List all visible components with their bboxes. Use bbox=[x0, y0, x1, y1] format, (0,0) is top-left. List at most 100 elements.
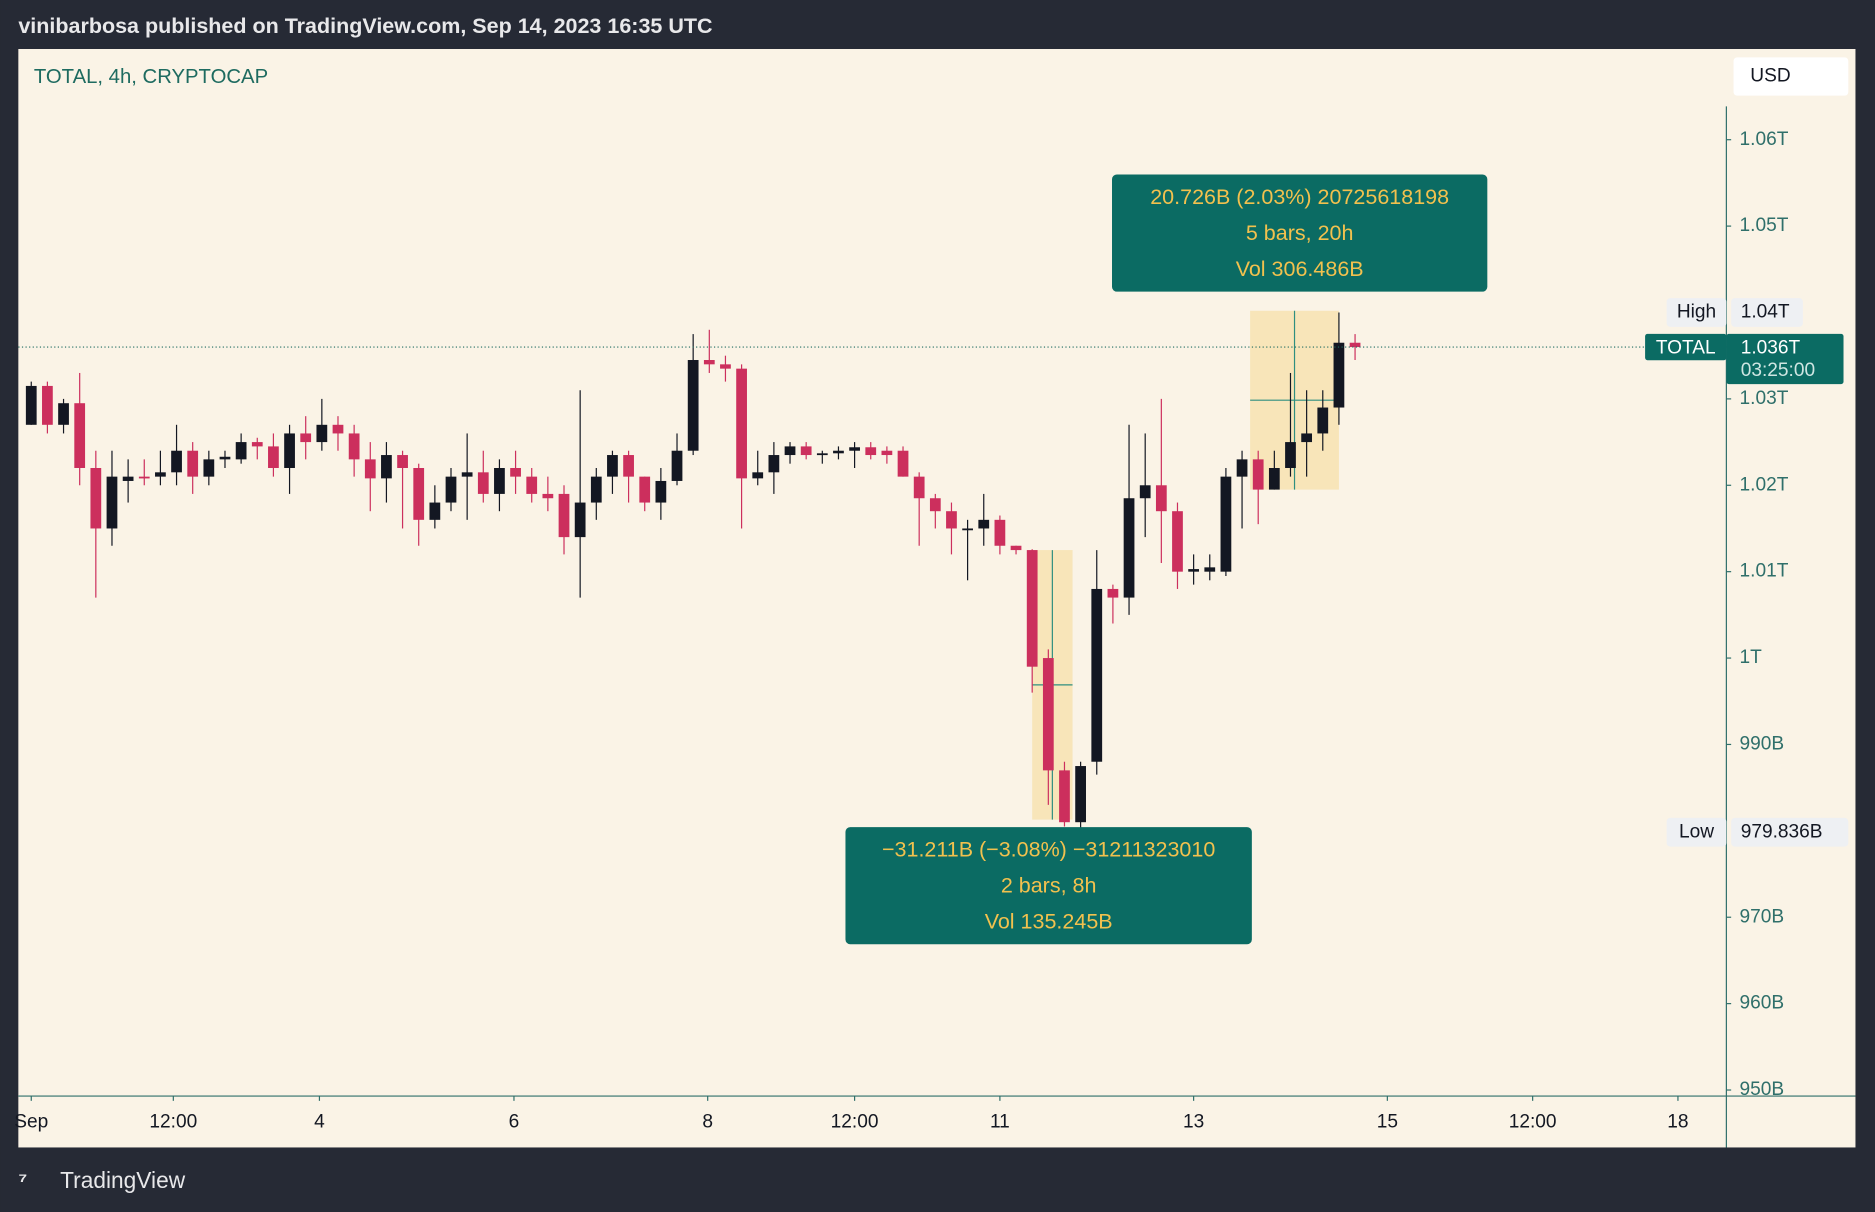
candle-body bbox=[833, 450, 844, 454]
y-tick-label: 1.03T bbox=[1740, 388, 1789, 409]
candle-body bbox=[1123, 498, 1135, 598]
y-tick-label: 970B bbox=[1740, 906, 1785, 927]
measure-text: 5 bars, 20h bbox=[1246, 221, 1354, 245]
candle-body bbox=[74, 403, 86, 468]
x-tick-label: Sep bbox=[14, 1111, 48, 1132]
y-tick-label: 1.05T bbox=[1740, 215, 1789, 236]
candle-body bbox=[574, 502, 586, 538]
high-value: 1.04T bbox=[1741, 302, 1790, 323]
panel bbox=[18, 49, 1856, 1148]
candle-body bbox=[1220, 476, 1232, 572]
measure-text: −31.211B (−3.08%) −31211323010 bbox=[882, 838, 1215, 862]
candle-body bbox=[639, 476, 651, 503]
low-label: Low bbox=[1679, 821, 1714, 842]
candle-body bbox=[526, 476, 538, 494]
countdown: 03:25:00 bbox=[1741, 360, 1815, 381]
candle-body bbox=[1010, 545, 1022, 551]
candle-body bbox=[461, 472, 473, 477]
candle-body bbox=[1107, 588, 1119, 598]
x-tick-label: 4 bbox=[314, 1111, 325, 1132]
candle-body bbox=[203, 459, 215, 477]
candle-body bbox=[1317, 407, 1329, 434]
candle-body bbox=[155, 472, 166, 477]
candle-body bbox=[413, 468, 425, 520]
high-label-box bbox=[1666, 298, 1727, 327]
x-tick-label: 6 bbox=[509, 1111, 520, 1132]
candle-body bbox=[219, 456, 231, 460]
candle-body bbox=[687, 360, 699, 451]
candle-body bbox=[332, 424, 344, 434]
candle-body bbox=[800, 446, 812, 456]
candle-body bbox=[881, 450, 893, 456]
high-label: High bbox=[1677, 302, 1716, 323]
candle-body bbox=[816, 453, 828, 456]
candle-body bbox=[1333, 342, 1345, 408]
header: vinibarbosa published on TradingView.com… bbox=[18, 14, 712, 38]
currency-box[interactable] bbox=[1733, 57, 1849, 96]
y-tick-label: 1.01T bbox=[1740, 561, 1789, 582]
candle-body bbox=[251, 442, 263, 447]
candle-body bbox=[623, 455, 634, 477]
candle-body bbox=[768, 455, 780, 473]
candle-body bbox=[1059, 770, 1070, 823]
candle-body bbox=[897, 450, 909, 477]
candle-body bbox=[978, 519, 990, 529]
candle-body bbox=[284, 433, 295, 468]
candle-body bbox=[929, 498, 941, 512]
candle-body bbox=[1285, 442, 1296, 468]
candle-body bbox=[655, 480, 667, 503]
last-price-box bbox=[1726, 333, 1844, 385]
x-tick-label: 12:00 bbox=[831, 1111, 879, 1132]
candle-body bbox=[1204, 567, 1216, 572]
candle-body bbox=[994, 519, 1006, 546]
candle-body bbox=[268, 446, 279, 468]
candle-body bbox=[752, 472, 764, 479]
low-value-box bbox=[1731, 817, 1849, 847]
candle-body bbox=[348, 433, 360, 460]
candle-body bbox=[784, 446, 796, 456]
candle-body bbox=[1155, 485, 1167, 512]
candle-body bbox=[429, 502, 441, 520]
candle-body bbox=[510, 468, 521, 477]
x-tick-label: 12:00 bbox=[1509, 1111, 1557, 1132]
candle-body bbox=[671, 450, 683, 481]
low-label-box bbox=[1666, 817, 1727, 847]
candle-body bbox=[946, 511, 957, 529]
y-tick-label: 960B bbox=[1740, 993, 1785, 1014]
candle-body bbox=[316, 424, 328, 443]
measure-text: Vol 135.245B bbox=[985, 909, 1113, 933]
candle-body bbox=[736, 368, 747, 479]
y-tick-label: 990B bbox=[1740, 733, 1785, 754]
currency[interactable]: USD bbox=[1750, 66, 1790, 87]
candle-body bbox=[494, 468, 505, 494]
candle-body bbox=[558, 493, 570, 538]
candle-body bbox=[187, 450, 199, 477]
last-name: TOTAL bbox=[1656, 337, 1716, 358]
x-tick-label: 13 bbox=[1183, 1111, 1204, 1132]
candle-body bbox=[542, 493, 554, 499]
candle-body bbox=[42, 385, 53, 425]
candle-body bbox=[865, 447, 877, 456]
x-tick-label: 12:00 bbox=[149, 1111, 197, 1132]
y-tick-label: 1.06T bbox=[1740, 129, 1789, 150]
candle-body bbox=[1172, 511, 1183, 572]
high-value-box bbox=[1731, 298, 1803, 327]
measure-text: 2 bars, 8h bbox=[1001, 874, 1097, 898]
candle-body bbox=[1042, 658, 1054, 771]
measure-tooltip bbox=[1112, 174, 1488, 292]
x-tick-label: 8 bbox=[702, 1111, 713, 1132]
chart-title: TOTAL, 4h, CRYPTOCAP bbox=[34, 66, 268, 88]
candle-body bbox=[703, 360, 715, 365]
measure-tooltip bbox=[845, 827, 1252, 945]
last-name-box bbox=[1645, 333, 1727, 361]
candle-body bbox=[1139, 485, 1151, 499]
measure-text: 20.726B (2.03%) 20725618198 bbox=[1150, 185, 1449, 209]
candle-body bbox=[1091, 588, 1103, 762]
candle-body bbox=[1349, 342, 1361, 348]
candle-body bbox=[1252, 459, 1264, 490]
candle-body bbox=[235, 442, 247, 460]
candle-body bbox=[849, 447, 860, 451]
candle-body bbox=[397, 455, 408, 468]
x-tick-label: 11 bbox=[990, 1111, 1010, 1132]
